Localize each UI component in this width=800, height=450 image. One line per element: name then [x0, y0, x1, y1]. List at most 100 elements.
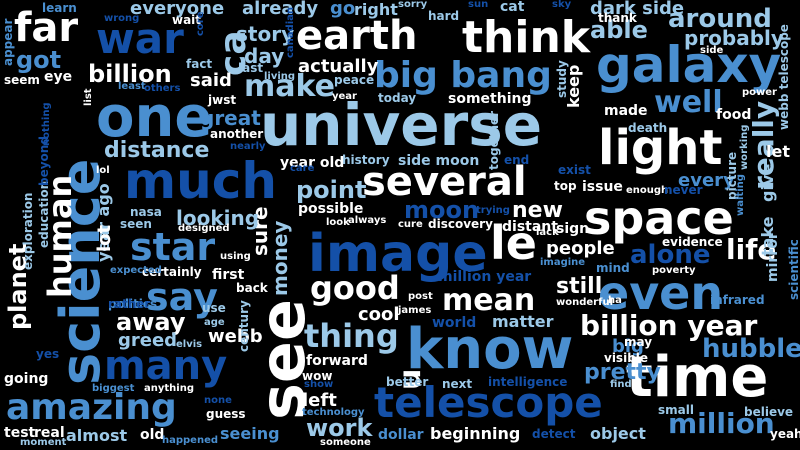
cloud-word: already	[242, 0, 319, 19]
cloud-word: earth	[296, 13, 418, 59]
cloud-word: said	[190, 70, 232, 91]
cloud-word: nothing	[41, 102, 52, 146]
cloud-word: yeah	[770, 427, 800, 441]
cloud-word: education	[37, 180, 51, 248]
cloud-word: galaxy	[596, 36, 782, 94]
cloud-word: around	[668, 4, 772, 34]
cloud-word: universe	[260, 91, 543, 159]
cloud-word: technology	[302, 407, 365, 418]
cloud-word: looking	[176, 206, 260, 230]
cloud-word: certainly	[142, 265, 202, 279]
cloud-word: year old	[280, 155, 345, 171]
cloud-word: lack	[536, 227, 559, 238]
cloud-word: world	[432, 315, 477, 331]
cloud-word: waiting	[735, 174, 746, 216]
cloud-word: seen	[120, 217, 152, 231]
cloud-word: right	[354, 0, 398, 19]
cloud-word: one	[96, 85, 213, 150]
cloud-word: issue	[582, 179, 623, 195]
cloud-word: pretty	[584, 360, 661, 385]
cloud-word: learn	[42, 1, 77, 15]
cloud-word: time	[626, 345, 769, 410]
cloud-word: today	[378, 91, 417, 105]
cloud-word: sign	[556, 221, 590, 237]
cloud-word: keep	[564, 64, 583, 108]
cloud-word: work	[306, 414, 373, 442]
cloud-word: cat	[500, 0, 525, 15]
cloud-word: appear	[1, 18, 15, 66]
cloud-word: cure	[398, 219, 423, 230]
cloud-word: mind	[596, 261, 630, 275]
cloud-word: canadian	[285, 7, 296, 58]
cloud-word: politics	[108, 297, 158, 311]
cloud-word: almost	[66, 426, 128, 445]
cloud-word: exist	[558, 163, 591, 177]
cloud-word: infrared	[710, 293, 765, 307]
cloud-word: distance	[104, 138, 210, 163]
cloud-word: poverty	[652, 265, 696, 276]
cloud-word: wow	[302, 369, 333, 383]
cloud-word: ha	[608, 295, 622, 306]
cloud-word: say	[146, 275, 218, 319]
cloud-word: story	[236, 22, 295, 46]
cloud-word: lol	[96, 165, 110, 176]
cloud-word: list	[83, 88, 94, 106]
cloud-word: look	[326, 217, 350, 228]
cloud-word: moment	[20, 437, 67, 448]
cloud-word: light	[598, 120, 723, 176]
cloud-word: others	[144, 83, 181, 94]
cloud-word: billion year	[580, 309, 758, 342]
cloud-word: every	[678, 170, 735, 191]
cloud-word: telescope	[374, 378, 603, 427]
cloud-word: actually	[298, 56, 379, 77]
cloud-word: webb telescope	[777, 24, 791, 130]
cloud-word: show	[304, 379, 334, 390]
cloud-word: people	[546, 238, 615, 259]
cloud-word: imagine	[540, 257, 586, 268]
cloud-word: probably	[684, 26, 784, 50]
cloud-word: food	[716, 107, 752, 123]
cloud-word: intelligence	[488, 375, 568, 389]
cloud-word: great	[200, 106, 261, 130]
cloud-word: using	[220, 251, 251, 262]
cloud-word: away	[116, 308, 186, 336]
cloud-word: even	[598, 266, 724, 320]
cloud-word: beginning	[430, 424, 521, 443]
cloud-word: peace	[334, 73, 375, 87]
cloud-word: another	[210, 127, 264, 141]
cloud-word: million year	[438, 269, 532, 285]
cloud-word: better	[386, 375, 429, 389]
cloud-word: forward	[306, 353, 368, 369]
cloud-word: thing	[304, 317, 399, 355]
cloud-word: fact	[186, 57, 213, 71]
cloud-word: jwst	[208, 93, 237, 107]
cloud-word: visible	[604, 351, 649, 365]
cloud-word: detect	[532, 427, 576, 441]
cloud-word: evidence	[662, 235, 723, 249]
cloud-word: moon	[404, 196, 480, 224]
cloud-word: rather	[108, 297, 151, 311]
cloud-word: core	[195, 11, 206, 36]
cloud-word: object	[590, 424, 646, 443]
cloud-word: may	[624, 335, 653, 349]
cloud-word: together	[487, 110, 501, 170]
cloud-word: cool	[358, 304, 400, 325]
cloud-word: use	[202, 301, 226, 315]
cloud-word: dollar	[378, 427, 424, 443]
cloud-word: back	[236, 281, 268, 295]
cloud-word: happened	[162, 435, 219, 446]
cloud-word: least	[118, 81, 146, 92]
cloud-word: eye	[44, 69, 73, 85]
cloud-word: first	[212, 267, 245, 283]
cloud-word: lot	[94, 224, 115, 252]
cloud-word: think	[462, 12, 591, 63]
cloud-word: sun	[468, 0, 489, 10]
cloud-word: test	[4, 425, 36, 441]
cloud-word: money	[268, 220, 292, 296]
cloud-word: billion	[88, 60, 172, 88]
cloud-word: next	[442, 377, 473, 391]
cloud-word: last	[238, 61, 264, 75]
cloud-word: point	[296, 176, 367, 204]
cloud-word: expected	[110, 265, 162, 276]
